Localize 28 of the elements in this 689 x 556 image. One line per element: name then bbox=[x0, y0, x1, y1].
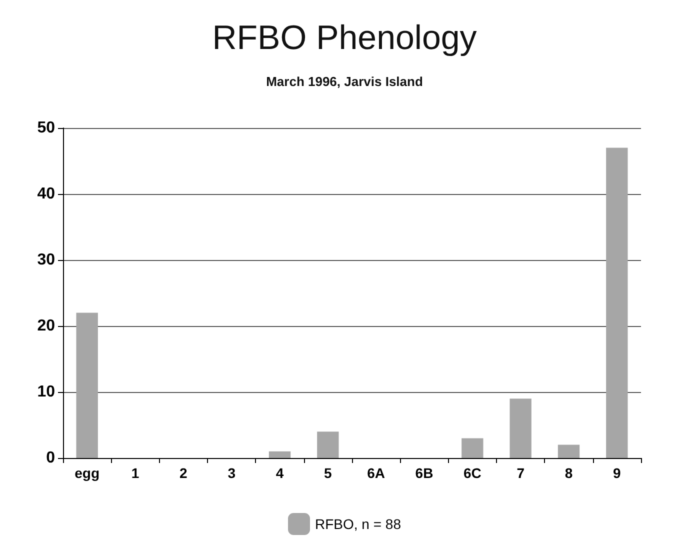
x-tick-label: 8 bbox=[564, 465, 573, 481]
bar bbox=[76, 312, 98, 458]
x-tick-label: 9 bbox=[613, 465, 622, 481]
y-tick-label: 30 bbox=[37, 252, 56, 268]
bar bbox=[558, 444, 580, 458]
x-tick-label: 7 bbox=[516, 465, 525, 481]
x-tick-label: 6C bbox=[463, 465, 482, 481]
bar bbox=[462, 438, 484, 458]
chart-title: RFBO Phenology bbox=[212, 19, 477, 57]
bar bbox=[268, 451, 291, 458]
bar bbox=[510, 398, 532, 458]
x-tick-label: 6B bbox=[415, 465, 434, 481]
y-tick-label: 20 bbox=[37, 318, 56, 334]
x-tick-label: 1 bbox=[131, 465, 140, 481]
y-tick-label: 40 bbox=[37, 186, 56, 202]
x-tick-label: 3 bbox=[228, 465, 236, 481]
x-tick-label: 6A bbox=[367, 465, 386, 481]
y-tick-label: 0 bbox=[46, 450, 56, 466]
legend-label: RFBO, n = 88 bbox=[315, 516, 402, 532]
y-tick-label: 10 bbox=[37, 384, 56, 400]
x-tick-label: 2 bbox=[180, 465, 188, 481]
y-tick-label: 50 bbox=[37, 120, 56, 136]
x-tick-label: 5 bbox=[324, 465, 332, 481]
bar bbox=[317, 432, 339, 458]
x-tick-label: 4 bbox=[276, 465, 284, 481]
x-tick-label: egg bbox=[74, 465, 100, 481]
bar bbox=[606, 148, 628, 458]
chart-subtitle: March 1996, Jarvis Island bbox=[266, 74, 423, 89]
